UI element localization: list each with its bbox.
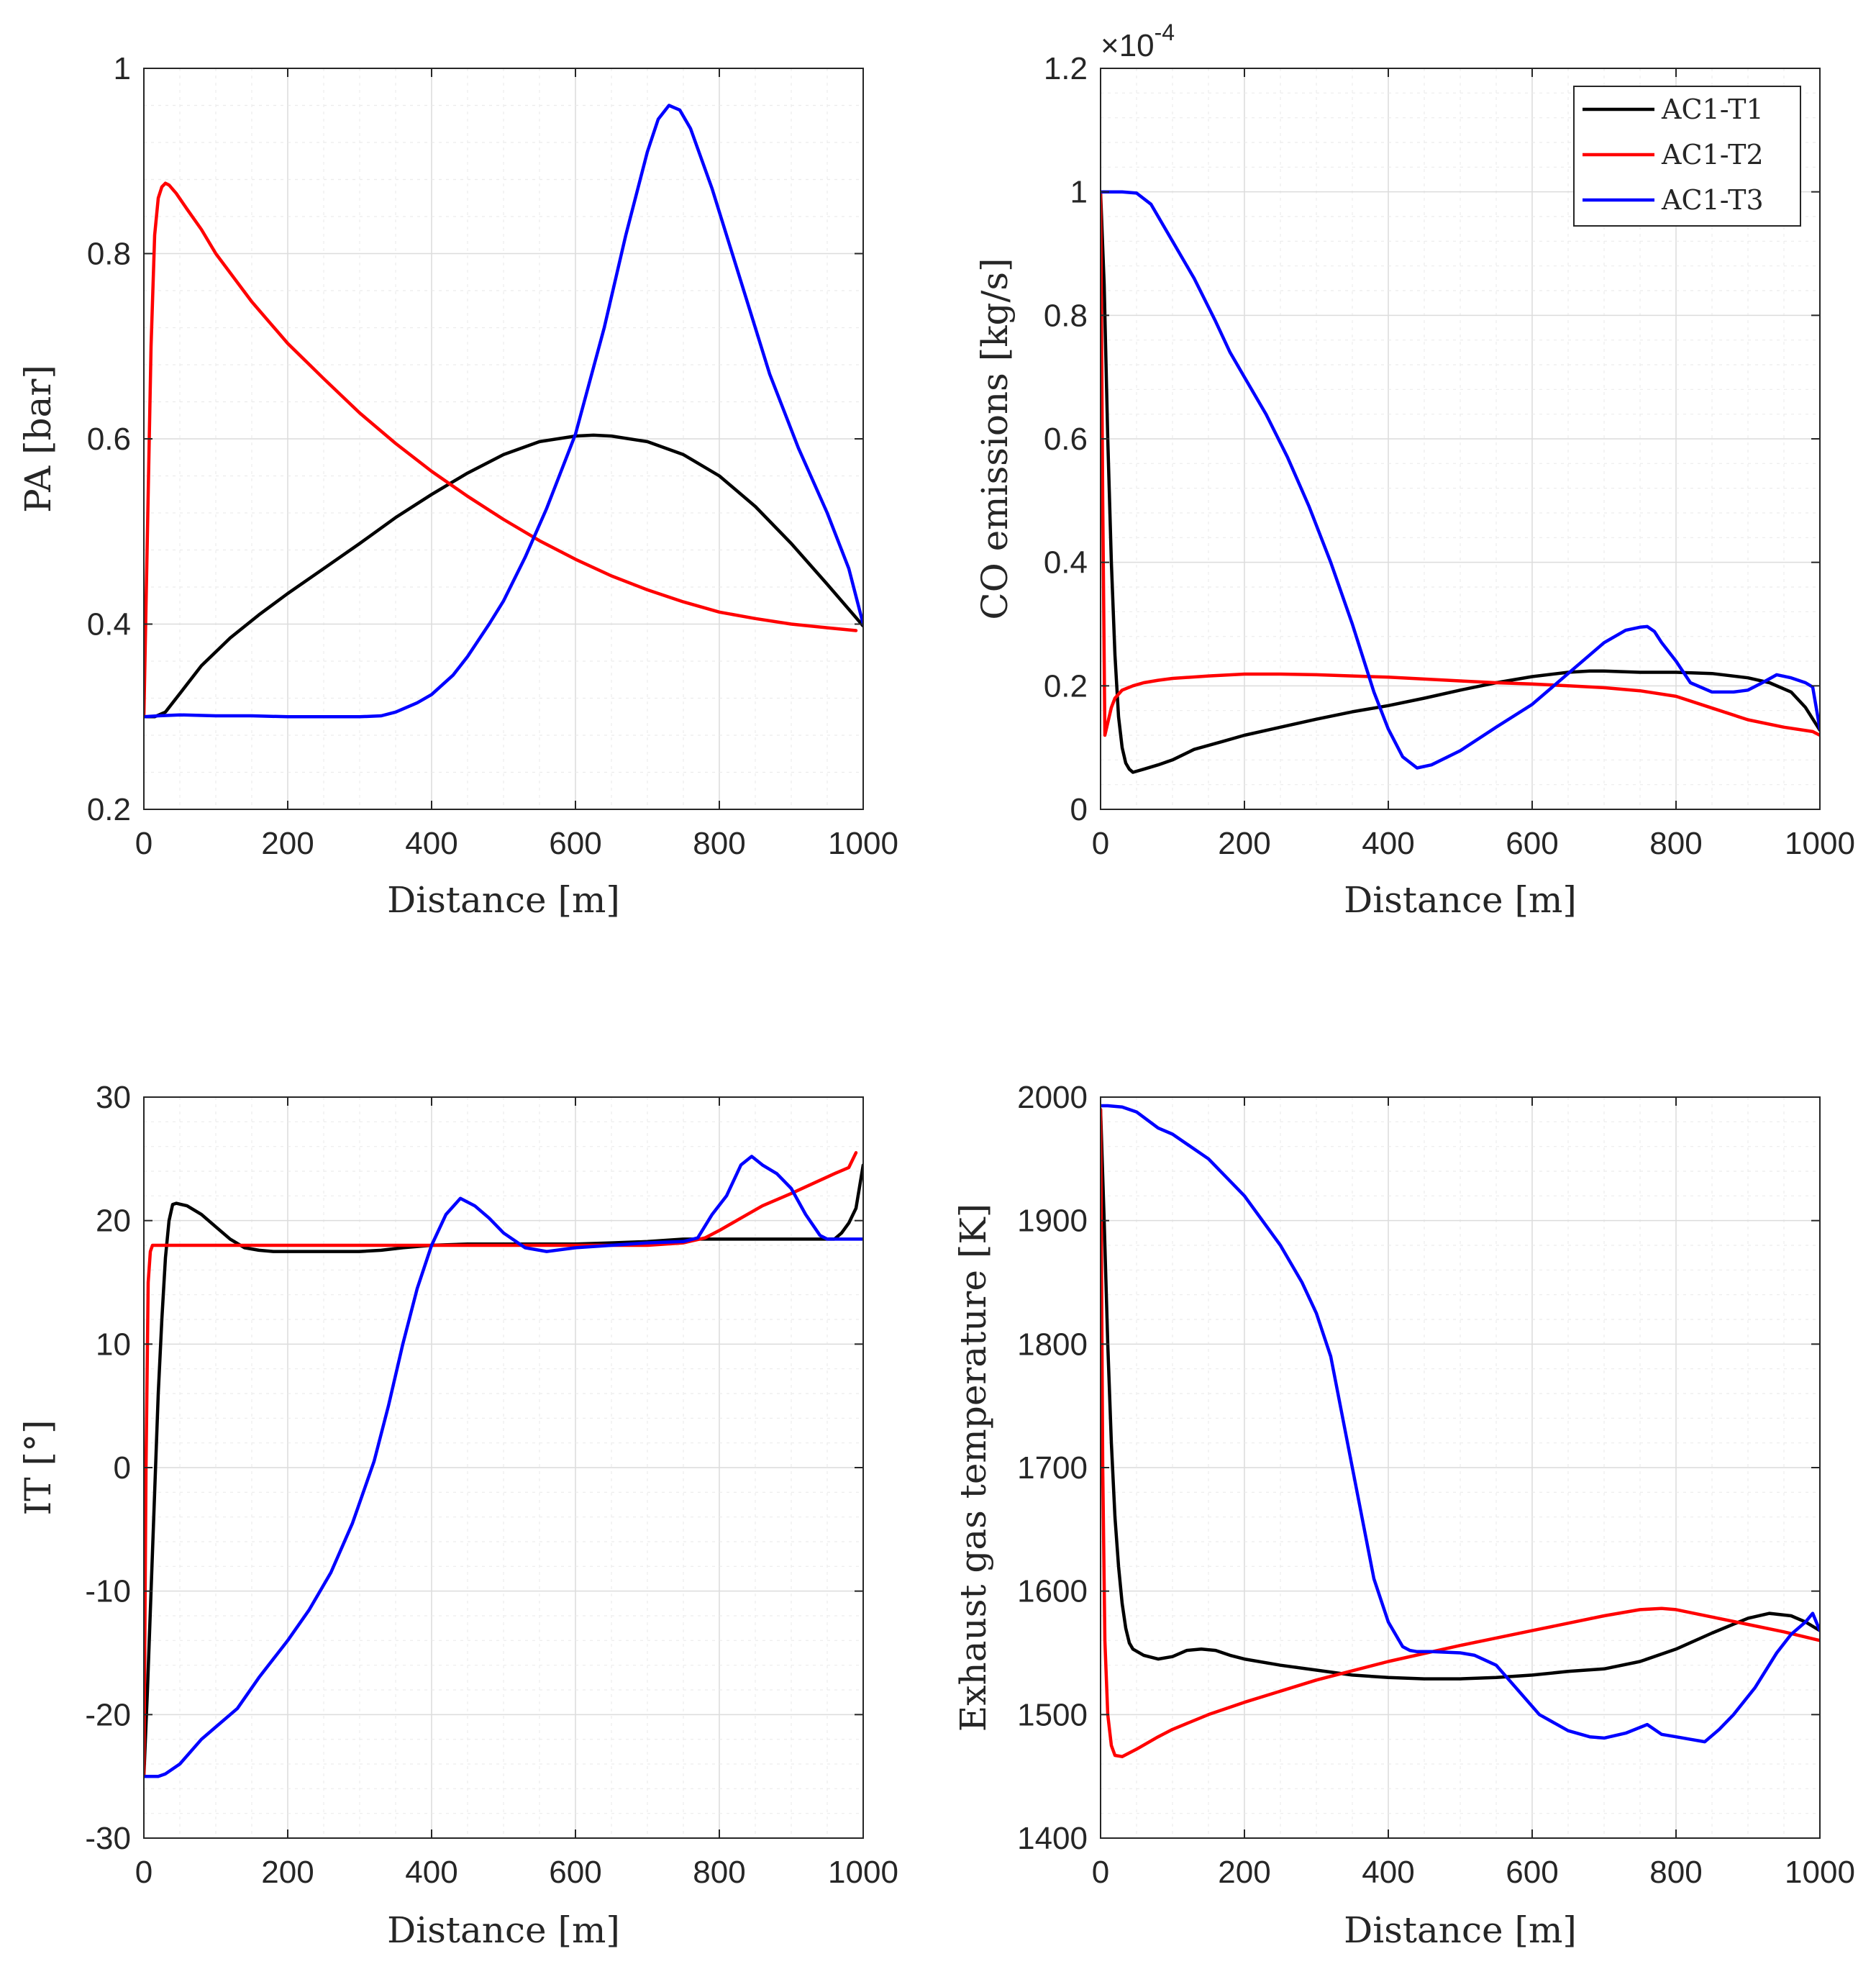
- co-y-tick-label: 0.6: [1044, 422, 1088, 457]
- pa-y-ticks: 0.2 0.4 0.6 0.8 1: [87, 51, 863, 827]
- it-y-tick-label: 10: [96, 1327, 131, 1362]
- pa-x-tick-label: 1000: [828, 826, 898, 861]
- it-y-ticks: -30 -20 -10 0 10 20 30: [85, 1080, 863, 1856]
- egt-x-tick-label: 1000: [1785, 1855, 1855, 1890]
- co-x-tick-label: 800: [1649, 826, 1702, 861]
- co-x-tick-label: 600: [1506, 826, 1558, 861]
- chart-co-emissions: 0 200 400 600 800 1000 0 0.2 0.4 0.6 0.8 1 1.2 ×10-…: [974, 19, 1855, 921]
- it-x-tick-label: 400: [405, 1855, 457, 1890]
- co-series-ac1-t3: [1101, 190, 1820, 770]
- chart-it: 0 200 400 600 800 1000 -30 -20 -10 0 10 20 30 Dista…: [17, 1080, 898, 1951]
- co-y-ticks: 0 0.2 0.4 0.6 0.8 1 1.2: [1044, 51, 1820, 827]
- egt-y-tick-label: 1900: [1017, 1204, 1088, 1239]
- it-x-ticks: 0 200 400 600 800 1000: [135, 1097, 898, 1890]
- it-series-ac1-t2: [144, 1151, 858, 1778]
- co-y-tick-label: 1.2: [1044, 51, 1088, 86]
- pa-x-tick-label: 200: [261, 826, 314, 861]
- co-y-tick-label: 0.8: [1044, 298, 1088, 333]
- it-x-tick-label: 0: [135, 1855, 152, 1890]
- it-x-tick-label: 1000: [828, 1855, 898, 1890]
- pa-x-tick-label: 400: [405, 826, 457, 861]
- egt-y-tick-label: 1500: [1017, 1697, 1088, 1732]
- co-x-tick-label: 0: [1092, 826, 1109, 861]
- pa-x-axis-label: Distance [m]: [387, 879, 620, 921]
- it-y-tick-label: 20: [96, 1204, 131, 1239]
- egt-series-ac1-t1: [1101, 1107, 1820, 1681]
- egt-y-tick-label: 1700: [1017, 1450, 1088, 1486]
- co-x-ticks: 0 200 400 600 800 1000: [1092, 68, 1855, 861]
- legend-label-ac1-t3: AC1-T3: [1661, 184, 1764, 216]
- it-y-tick-label: 0: [114, 1450, 131, 1486]
- co-y-axis-label: CO emissions [kg/s]: [974, 258, 1016, 619]
- co-y-tick-label: 0.2: [1044, 668, 1088, 704]
- egt-series-ac1-t2: [1101, 1107, 1820, 1758]
- co-x-tick-label: 1000: [1785, 826, 1855, 861]
- it-y-axis-label: IT [°]: [17, 1419, 59, 1515]
- egt-plot-area: [1101, 1104, 1820, 1758]
- chart-exhaust-gas-temperature: 0 200 400 600 800 1000 1400 1500 1600 1700 1800 19…: [952, 1080, 1855, 1951]
- co-multiplier-base: ×10: [1101, 28, 1155, 63]
- it-x-tick-label: 600: [549, 1855, 601, 1890]
- egt-x-tick-label: 800: [1649, 1855, 1702, 1890]
- pa-y-tick-label: 0.8: [87, 237, 131, 272]
- co-y-tick-label: 1: [1070, 175, 1088, 210]
- legend: AC1-T1 AC1-T2 AC1-T3: [1573, 86, 1801, 227]
- it-series-ac1-t3: [144, 1155, 863, 1778]
- egt-x-tick-label: 0: [1092, 1855, 1109, 1890]
- co-multiplier-exponent: -4: [1155, 19, 1175, 45]
- egt-series-ac1-t3: [1101, 1104, 1820, 1744]
- pa-x-tick-label: 600: [549, 826, 601, 861]
- co-x-axis-label: Distance [m]: [1344, 879, 1577, 921]
- co-y-tick-label: 0: [1070, 792, 1088, 827]
- pa-x-tick-label: 0: [135, 826, 152, 861]
- it-x-axis-label: Distance [m]: [387, 1909, 620, 1951]
- pa-y-tick-label: 0.4: [87, 607, 131, 642]
- it-y-tick-label: -30: [85, 1821, 131, 1856]
- it-y-tick-label: -20: [85, 1697, 131, 1732]
- co-axis-multiplier: ×10-4: [1101, 19, 1175, 63]
- egt-x-tick-label: 400: [1362, 1855, 1414, 1890]
- co-x-tick-label: 200: [1218, 826, 1270, 861]
- egt-y-tick-label: 1600: [1017, 1574, 1088, 1609]
- co-x-tick-label: 400: [1362, 826, 1414, 861]
- pa-y-tick-label: 1: [114, 51, 131, 86]
- egt-y-ticks: 1400 1500 1600 1700 1800 1900 2000: [1017, 1080, 1820, 1856]
- pa-grid: [143, 68, 864, 810]
- it-plot-area: [144, 1151, 863, 1778]
- pa-series-ac1-t2: [144, 181, 858, 719]
- pa-series-ac1-t1: [144, 433, 863, 719]
- egt-x-tick-label: 200: [1218, 1855, 1270, 1890]
- pa-x-tick-label: 800: [693, 826, 745, 861]
- egt-x-tick-label: 600: [1506, 1855, 1558, 1890]
- co-y-tick-label: 0.4: [1044, 545, 1088, 581]
- pa-y-tick-label: 0.2: [87, 792, 131, 827]
- it-y-tick-label: -10: [85, 1574, 131, 1609]
- it-y-tick-label: 30: [96, 1080, 131, 1115]
- legend-label-ac1-t1: AC1-T1: [1661, 94, 1764, 125]
- egt-x-axis-label: Distance [m]: [1344, 1909, 1577, 1951]
- egt-y-axis-label: Exhaust gas temperature [K]: [952, 1204, 994, 1732]
- egt-y-tick-label: 2000: [1017, 1080, 1088, 1115]
- pa-plot-area: [144, 104, 863, 719]
- pa-y-axis-label: PA [bar]: [17, 365, 59, 513]
- egt-x-ticks: 0 200 400 600 800 1000: [1092, 1097, 1855, 1890]
- egt-y-tick-label: 1800: [1017, 1327, 1088, 1362]
- chart-pa: 0 200 400 600 800 1000 0.2 0.4 0.6 0.8 1 Distance…: [17, 51, 898, 921]
- pa-x-ticks: 0 200 400 600 800 1000: [135, 68, 898, 861]
- it-grid: [143, 1096, 864, 1839]
- co-series-ac1-t1: [1101, 190, 1820, 774]
- egt-y-tick-label: 1400: [1017, 1821, 1088, 1856]
- pa-series-ac1-t3: [144, 104, 863, 719]
- legend-label-ac1-t2: AC1-T2: [1661, 139, 1764, 171]
- it-x-tick-label: 200: [261, 1855, 314, 1890]
- co-plot-area: [1101, 190, 1820, 774]
- co-series-ac1-t2: [1101, 190, 1820, 737]
- it-x-tick-label: 800: [693, 1855, 745, 1890]
- pa-y-tick-label: 0.6: [87, 422, 131, 457]
